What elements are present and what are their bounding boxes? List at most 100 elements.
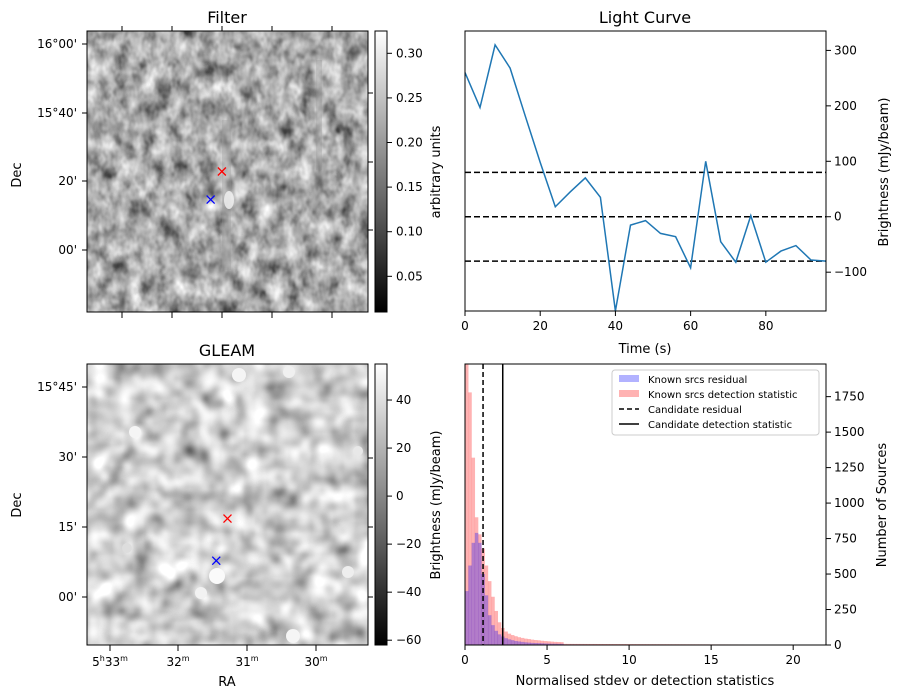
colorbar-tick-label: 0 [396, 489, 404, 503]
histogram-bar [556, 642, 561, 645]
lightcurve-title: Light Curve [599, 8, 691, 27]
histogram-legend: Known srcs residual Known srcs detection… [611, 369, 820, 436]
filter-y-label: Dec [10, 162, 25, 187]
histogram-bar [491, 596, 495, 645]
filter-panel: Filter 16°00' 15°40' 20' 00' Dec [10, 8, 444, 318]
gleam-right-ticks [368, 457, 373, 598]
filter-x-ticks [121, 26, 373, 318]
y-tick-label: 300 [834, 43, 857, 57]
y-tick-label: 00' [58, 590, 77, 604]
histogram-bar [484, 565, 489, 645]
histogram-bar [491, 625, 495, 645]
histogram-bar [510, 635, 515, 645]
histogram-y-label: Number of Sources [875, 443, 890, 568]
colorbar-tick-label: 0.30 [396, 46, 423, 60]
gleam-panel: GLEAM 15°45' 30' 15' 00' 5h33m 32m 31m 30m Dec… [10, 341, 444, 690]
histogram-bar [540, 640, 544, 645]
x-tick-label: 15 [703, 653, 718, 667]
lightcurve-y-label: Brightness (mJy/beam) [877, 98, 892, 247]
gleam-y-label: Dec [10, 492, 25, 517]
histogram-bar [560, 642, 564, 645]
y-tick-label: 250 [834, 603, 857, 617]
histogram-bar [573, 643, 577, 645]
histogram-bar [543, 641, 548, 645]
x-tick-label: 5 [543, 653, 551, 667]
gleam-colorbar-ticks: −60 −40 −20 0 20 40 [387, 393, 421, 647]
filter-image [87, 31, 368, 312]
histogram-bar [553, 641, 558, 645]
histogram-bar [537, 643, 541, 645]
histogram-bar [474, 517, 479, 645]
histogram-bar [494, 630, 499, 645]
histogram-panel: 0 5 10 15 20 0 250 500 750 1000 1250 1500 1750 Norma… [461, 363, 890, 689]
colorbar-tick-label: 0.20 [396, 136, 423, 150]
y-tick-label: 200 [834, 99, 857, 113]
histogram-bar [504, 631, 508, 645]
histogram-bar [494, 610, 499, 645]
x-tick-label: 20 [533, 319, 548, 333]
histogram-bar [540, 643, 544, 645]
histogram-bar [547, 643, 551, 645]
x-tick-label: 31m [235, 654, 258, 669]
histogram-bar [517, 637, 521, 645]
x-tick-label: 30m [304, 654, 327, 669]
histogram-bar [504, 638, 508, 645]
y-tick-label: 750 [834, 532, 857, 546]
histogram-bar [487, 581, 492, 645]
y-tick-label: 100 [834, 154, 857, 168]
histogram-bar [478, 534, 482, 645]
legend-label-candidate-residual: Candidate residual [648, 405, 742, 416]
legend-swatch-residual [619, 375, 639, 382]
x-tick-label: 60 [683, 319, 698, 333]
histogram-bar [468, 392, 472, 645]
y-tick-label: 16°00' [37, 37, 77, 51]
gleam-title: GLEAM [199, 341, 255, 360]
histogram-bar [510, 640, 515, 645]
colorbar-tick-label: 0.25 [396, 91, 423, 105]
x-tick-label: 0 [461, 319, 469, 333]
filter-colorbar-ticks: 0.05 0.10 0.15 0.20 0.25 0.30 [387, 46, 423, 283]
histogram-bar [514, 641, 518, 645]
histogram-bar [599, 643, 604, 645]
gleam-x-label: RA [218, 675, 236, 690]
colorbar-tick-label: 40 [396, 393, 411, 407]
histogram-bar [566, 643, 571, 645]
histogram-bar [583, 643, 587, 645]
histogram-bar [474, 532, 479, 645]
colorbar-tick-label: −60 [396, 633, 421, 647]
histogram-bar [481, 574, 485, 645]
y-tick-label: 500 [834, 567, 857, 581]
histogram-bar [527, 639, 531, 645]
x-tick-label: 0 [461, 653, 469, 667]
y-tick-label: 1750 [834, 390, 865, 404]
y-tick-label: 15°45' [37, 380, 77, 394]
filter-colorbar-label: arbitrary units [429, 125, 444, 218]
x-tick-label: 5h33m [92, 654, 128, 669]
histogram-bar [514, 636, 518, 645]
red-cross-marker [223, 514, 232, 524]
lightcurve-plot [464, 43, 827, 312]
histogram-bar [471, 457, 476, 645]
colorbar-tick-label: 0.05 [396, 269, 423, 283]
y-tick-label: 15' [58, 520, 77, 534]
legend-label-candidate-detection: Candidate detection statistic [648, 420, 792, 431]
y-tick-label: 30' [58, 450, 77, 464]
gleam-markers [211, 514, 232, 566]
histogram-bar [484, 595, 489, 645]
y-tick-label: 1000 [834, 496, 865, 510]
histogram-bar [550, 641, 554, 645]
gleam-colorbar-label: Brightness (mJy/beam) [429, 431, 444, 580]
x-tick-label: 20 [786, 653, 801, 667]
histogram-bar [586, 643, 590, 645]
filter-y-axis: 16°00' 15°40' 20' 00' [37, 37, 87, 257]
lightcurve-panel: Light Curve 0 20 40 60 80 −100 0 100 200 300 Time… [461, 8, 892, 357]
y-tick-label: 0 [834, 210, 842, 224]
histogram-bar [537, 640, 541, 645]
histogram-bar [550, 643, 554, 645]
blue-cross-marker [206, 195, 216, 205]
y-tick-label: 20' [58, 174, 77, 188]
gleam-colorbar: −60 −40 −20 0 20 40 Brightness (mJy/beam) [374, 363, 444, 647]
colorbar-tick-label: −40 [396, 585, 421, 599]
y-tick-label: 1250 [834, 461, 865, 475]
